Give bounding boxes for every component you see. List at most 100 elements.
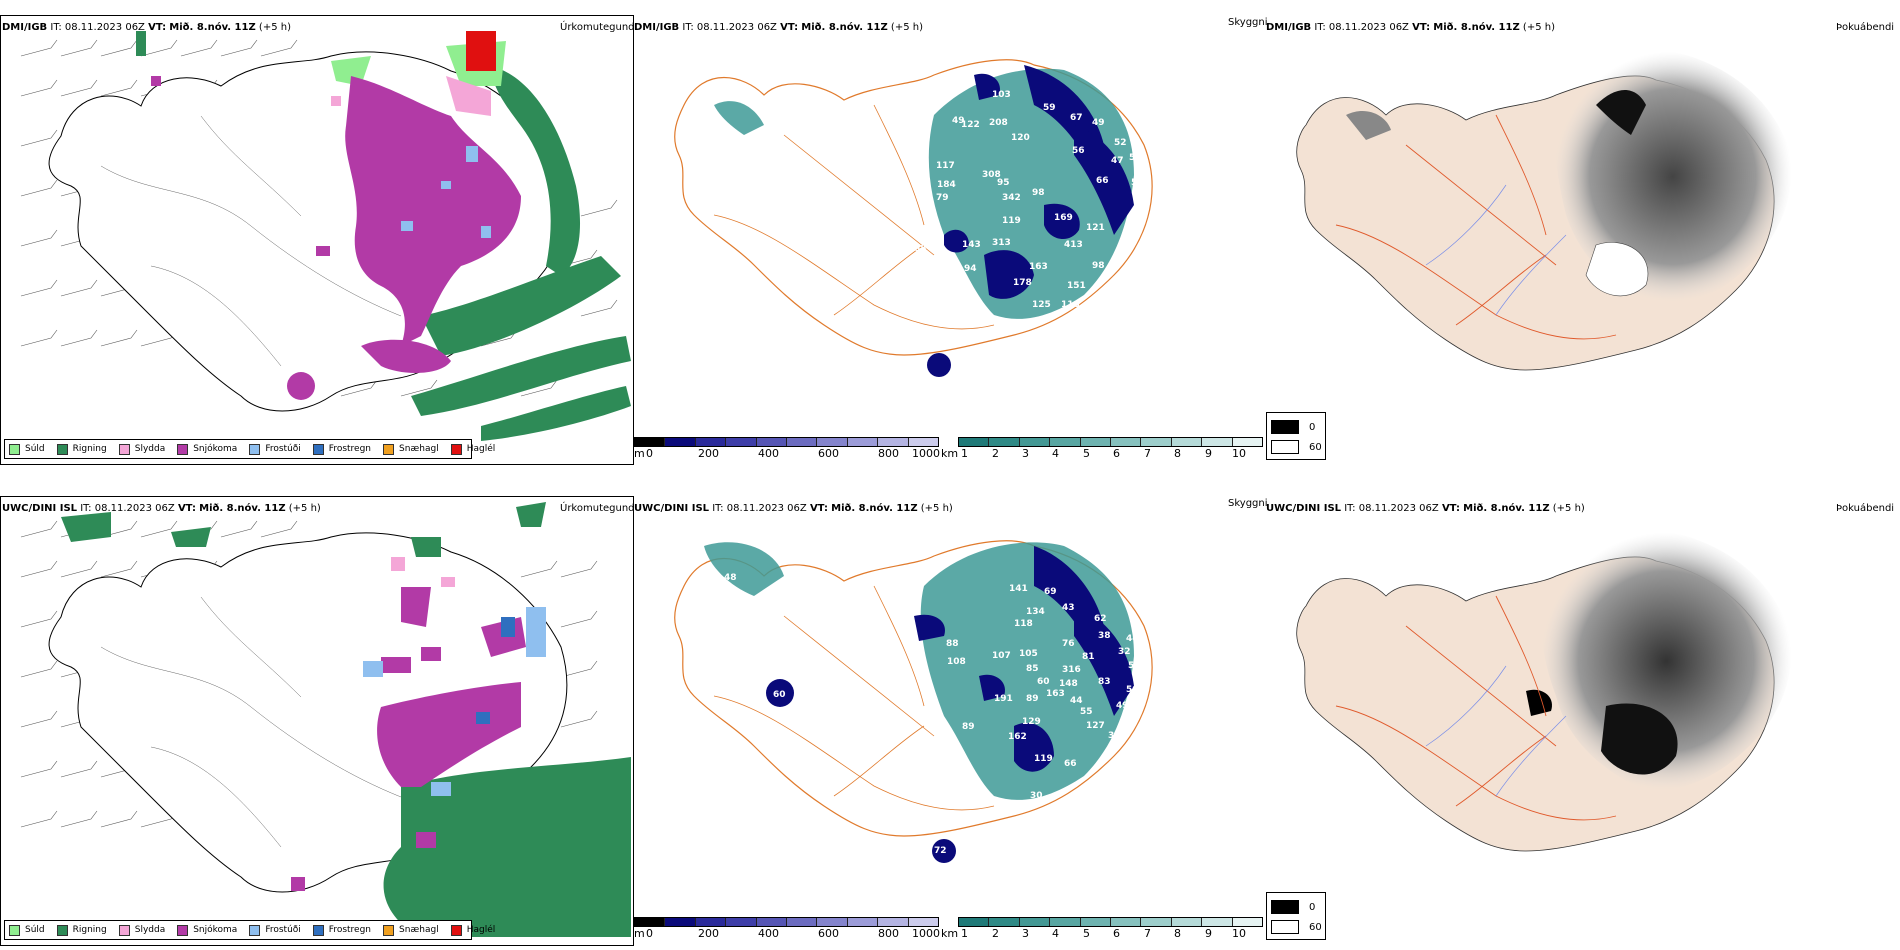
roads — [100, 596, 402, 848]
cloudbase-colorbar-2 — [634, 917, 939, 927]
precip-legend-2: Súld Rigning Slydda Snjókoma Frostúði Fr… — [4, 920, 495, 940]
svg-text:81: 81 — [1082, 652, 1095, 662]
rain-areas — [136, 31, 631, 441]
svg-text:119: 119 — [1034, 754, 1053, 764]
svg-text:105: 105 — [1019, 649, 1038, 659]
cloudbase-tick: 200 — [698, 447, 719, 460]
cloudbase-unit-1: m — [634, 447, 645, 460]
svg-text:95: 95 — [997, 178, 1010, 188]
sleet-areas — [391, 557, 455, 587]
svg-text:69: 69 — [1044, 587, 1057, 597]
svg-text:143: 143 — [962, 240, 981, 250]
svg-text:83: 83 — [1098, 677, 1111, 687]
legend-item-hail: Haglél — [450, 924, 495, 936]
cloudbase-fill — [927, 65, 1134, 377]
snow-areas — [151, 76, 521, 400]
svg-text:148: 148 — [1059, 679, 1078, 689]
svg-text:50: 50 — [1126, 685, 1139, 695]
legend-item-snow: Snjókoma — [177, 924, 237, 936]
svg-text:66: 66 — [1096, 176, 1109, 186]
svg-text:59: 59 — [1043, 103, 1056, 113]
freezing-rain-areas — [476, 617, 515, 724]
svg-text:169: 169 — [1054, 213, 1073, 223]
svg-text:107: 107 — [992, 651, 1011, 661]
precip-header-2: UWC/DINI ISL IT: 08.11.2023 06Z VT: Mið.… — [2, 503, 321, 514]
legend-item-freezing-rain: Frostregn — [312, 443, 371, 455]
svg-text:49: 49 — [1116, 701, 1129, 711]
visibility-tick: 6 — [1113, 927, 1120, 940]
visibility-tick: 9 — [1205, 447, 1212, 460]
precip-legend: Súld Rigning Slydda Snjókoma Frostúði Fr… — [4, 439, 495, 459]
svg-text:38: 38 — [1098, 631, 1111, 641]
svg-text:121: 121 — [1086, 223, 1105, 233]
legend-item-snow: Snjókoma — [177, 443, 237, 455]
cloudbase-title-1: Skyggni — [1228, 17, 1268, 28]
svg-text:120: 120 — [1011, 133, 1030, 143]
fog-legend-item: 0 — [1271, 900, 1315, 914]
svg-text:66: 66 — [1064, 759, 1077, 769]
svg-text:43: 43 — [1062, 603, 1075, 613]
svg-text:316: 316 — [1062, 665, 1081, 675]
fog-header-2: UWC/DINI ISL IT: 08.11.2023 06Z VT: Mið.… — [1266, 503, 1585, 514]
svg-text:103: 103 — [992, 90, 1011, 100]
cloudbase-colorbar-1 — [634, 437, 939, 447]
svg-text:88: 88 — [946, 639, 959, 649]
svg-text:30: 30 — [1030, 791, 1043, 801]
visibility-tick: 8 — [1174, 927, 1181, 940]
svg-text:89: 89 — [962, 722, 975, 732]
roads — [100, 115, 402, 367]
freezing-drizzle-areas — [401, 146, 491, 238]
svg-text:47: 47 — [1111, 156, 1124, 166]
legend-item-freezing-rain: Frostregn — [312, 924, 371, 936]
visibility-tick: 7 — [1144, 927, 1151, 940]
svg-text:89: 89 — [1026, 694, 1039, 704]
svg-text:55: 55 — [1080, 707, 1093, 717]
visibility-tick: 10 — [1232, 927, 1246, 940]
legend-item-drizzle: Súld — [9, 924, 45, 936]
visibility-tick: 4 — [1052, 927, 1059, 940]
fog-map-panel-2 — [1266, 496, 1900, 916]
svg-text:208: 208 — [989, 118, 1008, 128]
cloudbase-map-2: 48 86 50 141 69 134 118 43 62 88 107 76 … — [674, 540, 1153, 863]
cloudbase-map-1: 49 103 59 67 49 208 120 52 54 117 122 56… — [674, 59, 1153, 396]
svg-text:184: 184 — [937, 180, 956, 190]
svg-text:106: 106 — [914, 843, 933, 853]
rivers — [1425, 665, 1567, 797]
svg-text:86: 86 — [729, 607, 742, 617]
sleet-areas — [331, 76, 491, 116]
precip-map-2 — [20, 502, 631, 937]
svg-text:125: 125 — [1032, 300, 1051, 310]
legend-item-hail: Haglél — [450, 443, 495, 455]
cloudbase-values: 49 103 59 67 49 208 120 52 54 117 122 56… — [914, 90, 1147, 396]
visibility-tick: 3 — [1022, 927, 1029, 940]
svg-text:98: 98 — [1092, 261, 1105, 271]
precip-title-1: Úrkomutegund — [560, 22, 635, 33]
hail-areas — [466, 31, 496, 71]
svg-text:44: 44 — [1070, 696, 1083, 706]
rain-areas — [61, 502, 631, 937]
fog-legend-1: 0 60 — [1266, 412, 1326, 460]
cloudbase-header-1: DMI/IGB IT: 08.11.2023 06Z VT: Mið. 8.nó… — [634, 22, 923, 33]
svg-text:60: 60 — [773, 690, 786, 700]
visibility-tick: 5 — [1083, 927, 1090, 940]
svg-text:308: 308 — [982, 170, 1001, 180]
svg-text:127: 127 — [1086, 721, 1105, 731]
fog-map-2 — [1296, 532, 1792, 852]
svg-text:62: 62 — [1130, 220, 1143, 230]
precip-title-2: Úrkomutegund — [560, 503, 635, 514]
precip-map-panel-2: Súld Rigning Slydda Snjókoma Frostúði Fr… — [0, 496, 634, 946]
cloudbase-tick: 600 — [818, 927, 839, 940]
legend-item-rain: Rigning — [56, 924, 107, 936]
svg-text:60: 60 — [1037, 677, 1050, 687]
visibility-tick: 10 — [1232, 447, 1246, 460]
cloudbase-tick: 800 — [878, 447, 899, 460]
cloudbase-tick: 400 — [758, 927, 779, 940]
visibility-tick: 9 — [1205, 927, 1212, 940]
roads — [713, 585, 995, 811]
legend-item-rain: Rigning — [56, 443, 107, 455]
cloudbase-map-panel-2: 48 86 50 141 69 134 118 43 62 88 107 76 … — [634, 496, 1264, 946]
visibility-tick: 7 — [1144, 447, 1151, 460]
svg-text:36: 36 — [1034, 331, 1047, 341]
svg-text:141: 141 — [1009, 584, 1028, 594]
row-1: Súld Rigning Slydda Snjókoma Frostúði Fr… — [0, 0, 1900, 465]
